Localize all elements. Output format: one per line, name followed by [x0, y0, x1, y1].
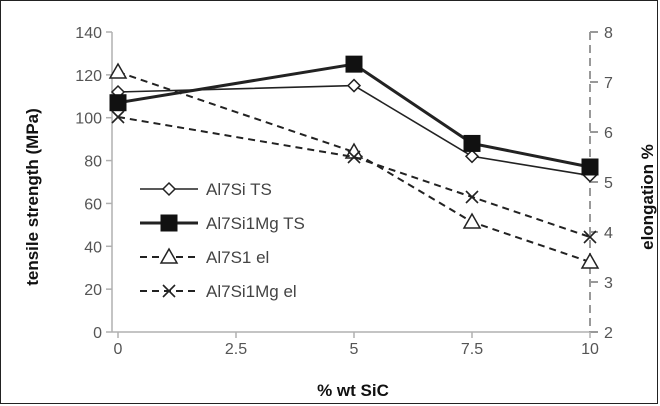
legend-item: Al7Si TS	[140, 180, 272, 199]
legend-marker	[162, 284, 176, 298]
data-point	[464, 149, 480, 164]
data-point	[581, 158, 599, 176]
data-point	[462, 212, 482, 229]
y-tick-label: 120	[75, 68, 102, 85]
y-tick-label: 40	[84, 239, 102, 256]
data-point	[108, 62, 128, 79]
series-line	[117, 62, 591, 169]
data-point	[583, 230, 597, 244]
data-point	[580, 252, 600, 269]
series-layer	[108, 55, 600, 269]
legend-label: Al7S1 el	[206, 248, 269, 267]
y-tick-label: 60	[84, 196, 102, 213]
y2-tick-label: 2	[604, 325, 613, 342]
legend-marker	[161, 181, 177, 197]
x-axis-label: % wt SiC	[317, 381, 389, 400]
x-tick-label: 5	[350, 341, 359, 358]
y2-tick-label: 8	[604, 25, 613, 42]
x-tick-label: 2.5	[225, 341, 247, 358]
data-point	[463, 134, 481, 152]
y-tick-label: 100	[75, 111, 102, 128]
y2-axis-label: elongation %	[638, 144, 657, 250]
data-point	[347, 150, 361, 164]
data-point	[346, 78, 362, 93]
y-tick-label: 0	[93, 325, 102, 342]
legend-label: Al7Si1Mg TS	[206, 214, 305, 233]
legend-label: Al7Si1Mg el	[206, 282, 297, 301]
y-axis-label: tensile strength (MPa)	[23, 108, 42, 286]
legend-marker	[159, 247, 179, 264]
y2-tick-label: 6	[604, 125, 613, 142]
series-line	[117, 71, 591, 263]
series-x	[111, 110, 597, 244]
series-line	[117, 84, 591, 177]
x-tick-label: 7.5	[461, 341, 483, 358]
legend-marker	[160, 214, 178, 232]
legend-item: Al7S1 el	[140, 247, 269, 267]
y-tick-label: 140	[75, 25, 102, 42]
series-diamond	[110, 78, 598, 183]
y2-tick-label: 4	[604, 225, 613, 242]
y-tick-label: 20	[84, 282, 102, 299]
legend-item: Al7Si1Mg el	[140, 282, 297, 301]
legend: Al7Si TS Al7Si1Mg TS Al7S1 el Al7Si1Mg el	[140, 180, 305, 301]
axes	[111, 32, 591, 333]
y2-tick-label: 5	[604, 175, 613, 192]
data-point	[345, 55, 363, 73]
data-point	[109, 94, 127, 112]
legend-item: Al7Si1Mg TS	[140, 214, 305, 233]
x-tick-label: 0	[114, 341, 123, 358]
series-line	[117, 116, 591, 238]
x-tick-label: 10	[581, 341, 599, 358]
series-triangle	[108, 62, 600, 269]
data-point	[111, 110, 125, 124]
y-tick-label: 80	[84, 154, 102, 171]
series-square	[109, 55, 599, 176]
y2-tick-label: 7	[604, 75, 613, 92]
y2-tick-label: 3	[604, 275, 613, 292]
data-point	[465, 190, 479, 204]
legend-label: Al7Si TS	[206, 180, 272, 199]
